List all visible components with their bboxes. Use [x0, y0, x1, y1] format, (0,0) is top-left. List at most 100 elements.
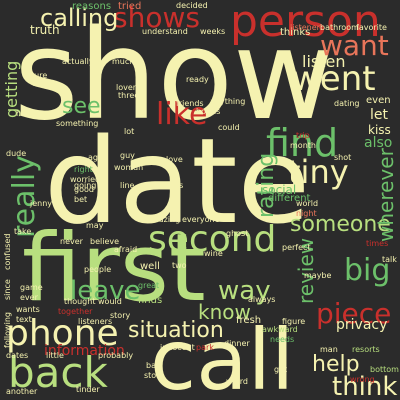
word-information: information: [44, 343, 125, 359]
word-hotels: hotels: [196, 107, 221, 116]
word-first: first: [22, 214, 206, 323]
word-well: well: [140, 261, 160, 272]
word-park: park: [196, 343, 214, 352]
word-shot: shot: [334, 153, 352, 162]
word-good: good: [74, 185, 94, 194]
word-anything: anything: [210, 97, 246, 106]
word-lot: lot: [124, 127, 135, 136]
word-believe: believe: [90, 237, 120, 246]
word-dinner: dinner: [224, 339, 250, 348]
word-since: since: [3, 279, 12, 300]
word-another: another: [6, 387, 38, 396]
word-reasons: reasons: [72, 1, 112, 12]
word-fresh: fresh: [236, 315, 262, 326]
word-decided: decided: [176, 1, 208, 10]
word-great: great: [138, 281, 160, 290]
word-everyone: everyone: [182, 215, 220, 224]
word-resorts: resorts: [352, 345, 380, 354]
word-going: going: [74, 181, 97, 190]
word-amazing: amazing: [146, 215, 181, 224]
word-think: think: [332, 372, 398, 400]
word-wherever: wherever: [374, 148, 398, 242]
word-see: see: [62, 94, 101, 119]
word-bathroom: bathroom: [320, 23, 359, 32]
word-person: person: [230, 0, 381, 47]
word-dates: dates: [6, 351, 29, 360]
word-kiss: kiss: [368, 123, 391, 137]
word-something: something: [56, 119, 99, 128]
word-weird: weird: [226, 377, 248, 386]
word-want: want: [320, 29, 389, 62]
word-perfect: perfect: [282, 243, 311, 252]
word-bet: bet: [74, 195, 88, 204]
word-dude: dude: [6, 149, 27, 158]
word-store: store: [144, 371, 165, 380]
word-bad: bad: [146, 361, 162, 370]
word-man: man: [320, 345, 338, 354]
word-however: however: [16, 109, 51, 118]
word-wrong: wrong: [350, 375, 375, 384]
word-worried: worried: [70, 175, 101, 184]
word-never: never: [60, 237, 83, 246]
word-thinks: thinks: [280, 27, 311, 38]
word-ends: ends: [164, 181, 184, 190]
word-favorite: favorite: [356, 23, 387, 32]
word-social: social: [262, 183, 297, 197]
word-trip: trip: [296, 131, 310, 140]
word-together: together: [58, 307, 93, 316]
word-date: date: [44, 112, 311, 250]
word-listener: listener: [290, 23, 320, 32]
word-innocent: innocent: [160, 343, 195, 352]
word-figure: figure: [282, 317, 306, 326]
word-friends: friends: [176, 99, 204, 108]
word-shows: shows: [113, 1, 200, 34]
word-days: days: [32, 79, 51, 88]
word-wine: wine: [204, 249, 223, 258]
word-needs: needs: [270, 335, 295, 344]
word-dating: dating: [334, 99, 360, 108]
word-got: got: [274, 365, 288, 374]
word-ago: ago: [88, 153, 103, 162]
word-world: world: [296, 199, 319, 208]
word-bottom: bottom: [370, 365, 399, 374]
word-second: second: [148, 219, 277, 260]
word-ready: ready: [186, 75, 209, 84]
word-phone: phone: [6, 313, 119, 354]
word-three: three: [118, 91, 140, 100]
word-love: love: [166, 155, 183, 164]
word-guy: guy: [120, 151, 135, 160]
word-following: following: [3, 312, 12, 348]
word-two: two: [172, 261, 187, 270]
word-could: could: [218, 123, 240, 132]
word-always: always: [248, 295, 276, 304]
word-people: people: [84, 265, 112, 274]
word-tiny: tiny: [288, 153, 349, 191]
word-wants: wants: [16, 305, 40, 314]
word-actually: actually: [62, 57, 94, 66]
word-story: story: [110, 311, 131, 320]
word-piece: piece: [316, 297, 392, 330]
word-listeners: listeners: [78, 317, 113, 326]
word-let: let: [370, 107, 388, 123]
word-leave: leave: [70, 276, 141, 306]
word-ghost: ghost: [226, 229, 249, 238]
word-line: line: [120, 181, 135, 190]
word-show: show: [14, 4, 335, 148]
word-take: take: [14, 227, 32, 236]
word-confused: confused: [3, 233, 12, 270]
word-right: right: [74, 165, 93, 174]
word-someone: someone: [290, 212, 391, 237]
word-finds: finds: [138, 295, 163, 306]
word-probably: probably: [98, 351, 134, 360]
word-jenny: jenny: [30, 199, 53, 208]
word-went: went: [292, 59, 376, 99]
word-lover: lover: [116, 83, 137, 92]
word-different: different: [268, 193, 311, 204]
word-like: like: [156, 97, 208, 132]
word-times: times: [366, 239, 389, 248]
word-really: really: [7, 155, 42, 238]
word-also: also: [364, 135, 393, 151]
word-month: month: [290, 141, 316, 150]
word-weeks: weeks: [200, 27, 226, 36]
